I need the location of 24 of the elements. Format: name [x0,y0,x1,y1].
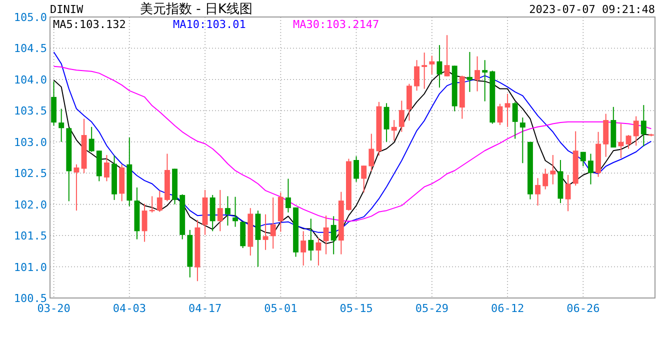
y-tick-label: 103.5 [14,104,47,118]
text: MA5:103.132 [53,18,126,31]
x-tick-label: 04-17 [188,302,222,315]
x-tick-label: 05-29 [415,302,448,315]
y-tick-label: 104.0 [14,73,47,86]
y-tick-label: 101.0 [14,260,47,274]
x-tick-label: 05-01 [264,302,298,315]
x-tick-label: 06-26 [566,302,600,315]
x-tick-label: 03-20 [37,302,70,315]
text: MA30:103.2147 [293,18,380,31]
y-tick-label: 102.0 [14,198,47,212]
y-tick-label: 102.5 [14,167,47,180]
text: MA10:103.01 [173,18,246,31]
text: 2023-07-07 09:21:48 [529,3,655,16]
y-tick-label: 104.5 [14,42,47,56]
x-tick-label: 05-15 [340,302,373,315]
y-tick-label: 100.5 [14,292,47,305]
x-tick-label: 04-03 [112,302,146,315]
y-tick-label: 103.0 [14,136,47,149]
text: DINIW [50,3,84,16]
chart-title: 美元指数 - 日K线图 [140,1,252,17]
x-tick-label: 06-12 [490,302,524,315]
y-tick-label: 101.5 [14,230,47,243]
y-tick-label: 105.0 [14,11,47,24]
